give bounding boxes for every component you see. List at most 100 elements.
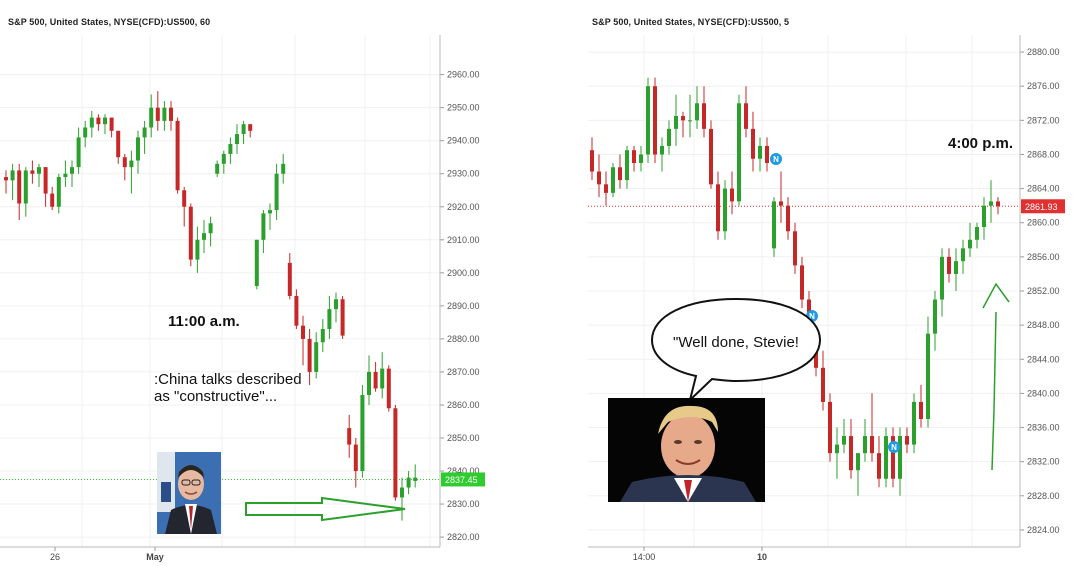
candle-body <box>730 188 734 202</box>
candle <box>765 137 769 172</box>
left-candlestick-chart[interactable]: 2960.00 2950.00 2940.00 2930.00 2920.00 2910.… <box>0 0 500 566</box>
candle-body <box>360 395 365 472</box>
candle <box>37 163 41 187</box>
candle <box>940 248 944 317</box>
y-tick-label: 2870.00 <box>447 367 480 377</box>
candle-body <box>353 444 358 472</box>
candle <box>716 171 720 240</box>
candle-body <box>301 325 305 339</box>
y-tick-label: 2860.00 <box>447 400 480 410</box>
news-marker-label: N <box>809 312 815 321</box>
left-chart-title: S&P 500, United States, NYSE(CFD):US500,… <box>8 17 211 27</box>
candle <box>597 154 601 198</box>
candle <box>639 145 643 172</box>
candle <box>43 167 48 207</box>
candle-body <box>195 239 200 260</box>
candle <box>688 94 692 138</box>
candle <box>360 385 365 478</box>
candle-body <box>294 295 299 326</box>
candle-body <box>122 157 127 168</box>
candle <box>380 352 385 399</box>
candle <box>281 153 286 184</box>
candle-body <box>758 145 762 159</box>
candle <box>821 350 825 411</box>
candle-body <box>800 265 804 300</box>
candle <box>353 437 358 488</box>
candle-body <box>996 201 1000 207</box>
candle-body <box>70 167 74 174</box>
candle-body <box>373 371 378 389</box>
candle <box>169 101 173 131</box>
candle-body <box>228 144 233 154</box>
candle <box>334 292 338 323</box>
candle <box>182 186 187 227</box>
candle-body <box>241 124 246 135</box>
candle <box>393 404 398 501</box>
candle-body <box>933 299 937 334</box>
candle-body <box>723 188 727 232</box>
candle <box>954 248 958 291</box>
y-tick-label: 2880.00 <box>1027 47 1060 57</box>
candle <box>842 419 846 454</box>
candle-body <box>235 134 239 145</box>
candle <box>898 427 902 496</box>
candle <box>261 210 266 254</box>
candle <box>10 163 15 201</box>
candle <box>989 180 993 223</box>
candle <box>50 186 55 211</box>
news-marker-circle <box>770 153 782 165</box>
candle-body <box>751 128 755 159</box>
candle <box>660 137 664 172</box>
candle <box>241 120 246 145</box>
candle <box>248 124 253 138</box>
y-tick-label: 2930.00 <box>447 169 480 179</box>
candle <box>751 111 755 172</box>
candle-body <box>786 205 790 232</box>
candle-body <box>254 239 259 287</box>
y-tick-label: 2832.00 <box>1027 457 1060 467</box>
candle-body <box>618 167 622 181</box>
candle-body <box>4 177 8 181</box>
candle <box>63 160 68 187</box>
candle <box>175 117 180 194</box>
candle-body <box>76 137 81 168</box>
candle <box>70 160 74 187</box>
news-marker: N <box>770 153 782 165</box>
candle-body <box>340 299 345 336</box>
candle-body <box>688 120 692 122</box>
candle-body <box>597 171 601 185</box>
candle-body <box>667 128 671 146</box>
candle <box>835 427 839 479</box>
candle <box>96 114 101 131</box>
candle <box>933 291 937 351</box>
candle-body <box>849 436 853 471</box>
candle-body <box>162 107 167 121</box>
candle <box>320 319 325 353</box>
last-price-label: 2837.45 <box>445 475 478 485</box>
candle-body <box>367 371 371 396</box>
candle-body <box>83 127 88 138</box>
y-tick-label: 2868.00 <box>1027 149 1060 159</box>
y-tick-label: 2840.00 <box>1027 388 1060 398</box>
candle <box>786 197 790 240</box>
candle-body <box>674 116 678 129</box>
right-time-annotation: 4:00 p.m. <box>948 135 1014 152</box>
candle-body <box>877 453 881 479</box>
candle <box>590 137 594 181</box>
candle <box>274 163 279 220</box>
candle-body <box>155 107 160 121</box>
y-tick-label: 2880.00 <box>447 334 480 344</box>
candle <box>919 384 923 428</box>
y-tick-label: 2910.00 <box>447 235 480 245</box>
candle-body <box>413 477 418 481</box>
y-tick-label: 2828.00 <box>1027 491 1060 501</box>
candle-body <box>281 163 286 174</box>
candle-body <box>632 150 636 163</box>
news-marker: N <box>888 441 900 453</box>
candle-body <box>793 231 797 266</box>
candle-body <box>56 177 61 207</box>
candle <box>800 256 804 309</box>
candle <box>793 222 797 274</box>
candle <box>103 114 107 135</box>
candle <box>56 173 61 214</box>
